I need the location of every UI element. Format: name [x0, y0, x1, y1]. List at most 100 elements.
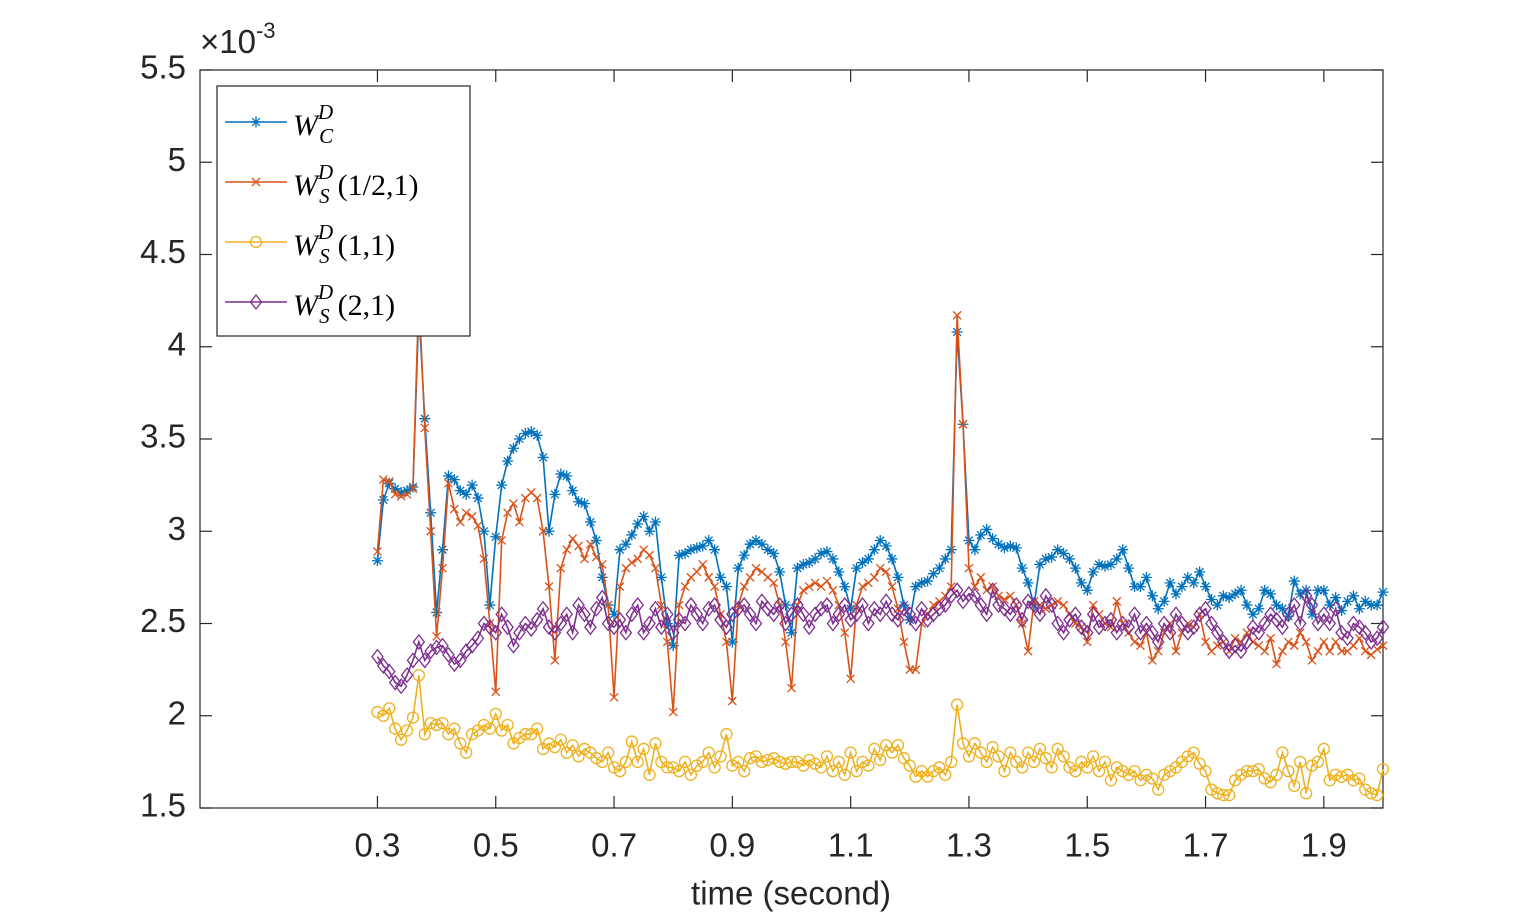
data-marker: [803, 557, 815, 569]
x-tick-label: 0.5: [473, 827, 519, 864]
data-marker: [690, 759, 704, 772]
data-marker: [786, 627, 797, 639]
data-marker: [804, 582, 814, 592]
data-marker: [726, 759, 739, 772]
data-marker: [472, 492, 484, 504]
data-marker: [643, 615, 656, 632]
data-marker: [497, 536, 507, 545]
data-marker: [1370, 789, 1384, 802]
data-marker: [554, 615, 568, 632]
data-marker: [377, 709, 390, 722]
data-marker: [791, 562, 803, 574]
data-marker: [720, 581, 732, 593]
legend-param: (1,1): [338, 229, 395, 262]
data-marker: [974, 746, 987, 759]
data-marker: [1110, 624, 1124, 641]
data-marker: [643, 768, 656, 781]
data-marker: [448, 722, 461, 735]
data-marker: [1069, 606, 1082, 623]
legend-sup: D: [317, 280, 333, 304]
data-marker: [1045, 761, 1058, 774]
data-marker: [1335, 624, 1348, 641]
data-marker: [1330, 592, 1342, 604]
data-marker: [903, 759, 916, 772]
data-marker: [715, 571, 727, 583]
data-marker: [1205, 783, 1218, 796]
data-marker: [448, 474, 460, 486]
data-marker: [720, 619, 733, 636]
data-marker: [868, 544, 880, 556]
data-marker: [473, 521, 483, 531]
data-marker: [1116, 615, 1130, 632]
data-marker: [454, 485, 466, 497]
data-marker: [400, 667, 414, 684]
data-marker: [909, 615, 923, 632]
data-marker: [950, 698, 964, 711]
data-marker: [667, 761, 680, 774]
data-marker: [809, 553, 821, 565]
data-marker: [460, 746, 473, 759]
data-marker: [975, 529, 987, 541]
data-marker: [1122, 768, 1135, 781]
data-marker: [1282, 606, 1295, 623]
data-marker: [802, 619, 816, 636]
data-marker: [992, 596, 1005, 614]
data-marker: [1157, 615, 1171, 632]
x-tick-label: 1.7: [1183, 827, 1229, 864]
data-marker: [1158, 595, 1170, 607]
data-marker: [1359, 595, 1371, 607]
legend-symbol: W: [293, 109, 321, 142]
data-marker: [649, 600, 662, 617]
data-marker: [970, 582, 980, 592]
data-marker: [431, 606, 443, 618]
data-marker: [532, 493, 542, 503]
data-marker: [1235, 584, 1247, 596]
data-marker: [1205, 594, 1217, 606]
data-marker: [1252, 624, 1266, 641]
data-marker: [562, 545, 572, 555]
data-marker: [879, 739, 893, 752]
data-marker: [401, 485, 413, 497]
data-marker: [1176, 581, 1188, 593]
data-marker: [603, 600, 613, 610]
data-marker: [674, 600, 684, 610]
data-marker: [613, 765, 627, 778]
data-marker: [371, 705, 384, 719]
data-marker: [698, 560, 708, 569]
data-marker: [1087, 566, 1099, 578]
data-marker: [627, 558, 637, 568]
data-marker: [1240, 633, 1254, 651]
data-marker: [461, 508, 471, 518]
data-marker: [1259, 584, 1271, 596]
data-marker: [1299, 587, 1313, 604]
data-marker: [827, 553, 839, 565]
series-line: [376, 587, 1384, 688]
data-marker: [1347, 590, 1359, 602]
data-marker: [1211, 787, 1224, 800]
data-marker: [1199, 600, 1212, 617]
data-marker: [1146, 772, 1159, 785]
data-marker: [773, 596, 786, 614]
data-marker: [1146, 590, 1158, 602]
data-marker: [513, 433, 525, 445]
data-marker: [548, 741, 562, 754]
data-marker: [1288, 779, 1301, 792]
y-tick-label: 3.5: [140, 418, 186, 455]
data-marker: [1271, 599, 1283, 611]
data-marker: [644, 525, 656, 537]
data-marker: [609, 692, 619, 702]
data-marker: [998, 542, 1010, 554]
data-marker: [939, 553, 951, 565]
data-marker: [887, 582, 897, 592]
data-marker: [1266, 633, 1276, 643]
data-marker: [1052, 544, 1064, 556]
data-marker: [631, 596, 645, 614]
data-marker: [466, 479, 478, 491]
data-marker: [479, 554, 489, 564]
data-marker: [1123, 562, 1135, 574]
data-marker: [708, 596, 721, 614]
data-marker: [578, 498, 590, 510]
data-marker: [774, 566, 786, 578]
data-marker: [1140, 615, 1153, 632]
data-marker: [685, 544, 697, 556]
